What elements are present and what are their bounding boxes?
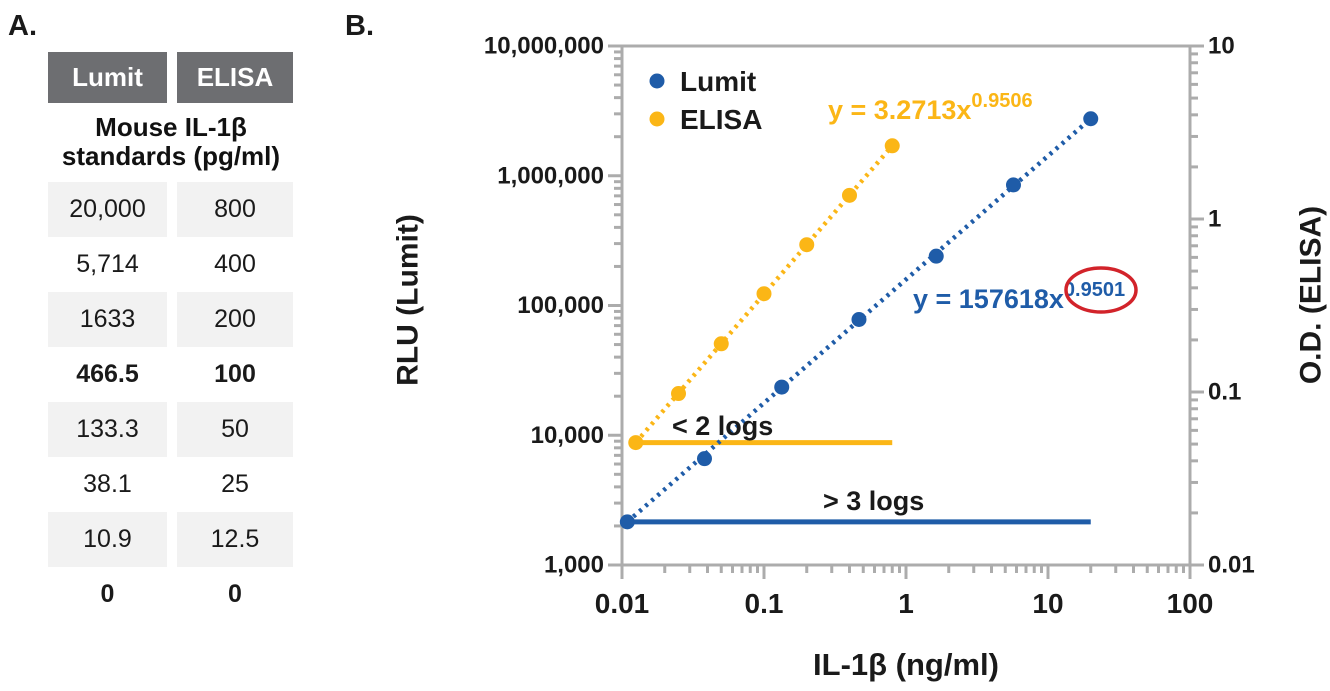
x-tick-label: 100 xyxy=(1167,588,1214,619)
exponent-highlight-circle xyxy=(1064,266,1138,314)
y-right-tick-label: 0.01 xyxy=(1208,552,1255,579)
table-cell: 25 xyxy=(221,470,249,498)
table-cell: 38.1 xyxy=(83,470,132,498)
table-cell: 400 xyxy=(214,250,256,278)
y-axis-left-title: RLU (Lumit) xyxy=(392,214,425,386)
elisa-data-point xyxy=(713,336,729,352)
table-cell: 20,000 xyxy=(48,182,167,237)
x-tick-label: 0.1 xyxy=(745,588,784,619)
elisa-data-point xyxy=(756,286,772,302)
table-cell: 466.5 xyxy=(76,360,139,388)
table-subtitle: Mouse IL-1β standards (pg/ml) xyxy=(23,113,319,171)
table-cell: 100 xyxy=(214,360,256,388)
table-cell: 800 xyxy=(177,182,293,237)
y-right-tick-label: 1 xyxy=(1208,206,1221,233)
lumit-data-point xyxy=(774,379,790,395)
equation-exponent: 0.9501 xyxy=(1064,279,1125,301)
table-cell: 0 xyxy=(100,580,115,608)
table-cell: 1633 xyxy=(48,292,167,347)
lumit-data-point xyxy=(1005,177,1021,193)
table-cell: 133.3 xyxy=(48,402,167,457)
lumit-data-point xyxy=(696,451,712,467)
range-annotation-label: < 2 logs xyxy=(672,411,773,441)
legend-label-lumit: Lumit xyxy=(680,66,756,97)
lumit-data-point xyxy=(619,514,635,530)
lumit-data-point xyxy=(1083,111,1099,127)
x-tick-label: 0.01 xyxy=(595,588,650,619)
table-cell: 200 xyxy=(177,292,293,347)
table-cell: 12.5 xyxy=(177,512,293,567)
elisa-data-point xyxy=(799,237,815,253)
elisa-data-point xyxy=(671,386,687,402)
y-left-tick-label: 10,000,000 xyxy=(484,33,604,60)
equation-exponent: 0.9506 xyxy=(971,90,1032,112)
table-cell: 0 xyxy=(228,580,242,608)
panel-b-label: B. xyxy=(345,10,374,42)
y-left-tick-label: 10,000 xyxy=(531,422,604,449)
legend-label-elisa: ELISA xyxy=(680,104,762,135)
x-tick-label: 10 xyxy=(1032,588,1063,619)
equation-elisa: y = 3.2713x0.9506 xyxy=(828,90,1033,125)
panel-a-label: A. xyxy=(8,10,37,42)
y-left-tick-label: 1,000,000 xyxy=(497,162,604,189)
y-axis-right-title: O.D. (ELISA) xyxy=(1295,206,1328,384)
table-subtitle-line2: standards (pg/ml) xyxy=(61,141,281,171)
lumit-data-point xyxy=(928,248,944,264)
table-header-lumit: Lumit xyxy=(48,52,167,103)
table-cell: 50 xyxy=(177,402,293,457)
table-cell: 10.9 xyxy=(48,512,167,567)
elisa-data-point xyxy=(628,435,644,451)
y-right-tick-label: 0.1 xyxy=(1208,379,1241,406)
equation-lumit: y = 157618x0.9501 xyxy=(913,279,1125,314)
table-cell: 5,714 xyxy=(76,250,139,278)
table-subtitle-line1: Mouse IL-1β xyxy=(95,112,247,142)
table-header-elisa: ELISA xyxy=(177,52,293,103)
x-axis-title: IL-1β (ng/ml) xyxy=(813,647,999,682)
y-left-tick-label: 100,000 xyxy=(517,292,604,319)
legend-marker-elisa xyxy=(649,111,665,127)
lumit-data-point xyxy=(851,312,867,328)
range-annotation-label: > 3 logs xyxy=(823,486,924,516)
y-left-tick-label: 1,000 xyxy=(544,552,604,579)
elisa-data-point xyxy=(884,138,900,154)
legend-marker-lumit xyxy=(649,73,665,89)
y-right-tick-label: 10 xyxy=(1208,33,1235,60)
x-tick-label: 1 xyxy=(898,588,914,619)
elisa-data-point xyxy=(841,187,857,203)
